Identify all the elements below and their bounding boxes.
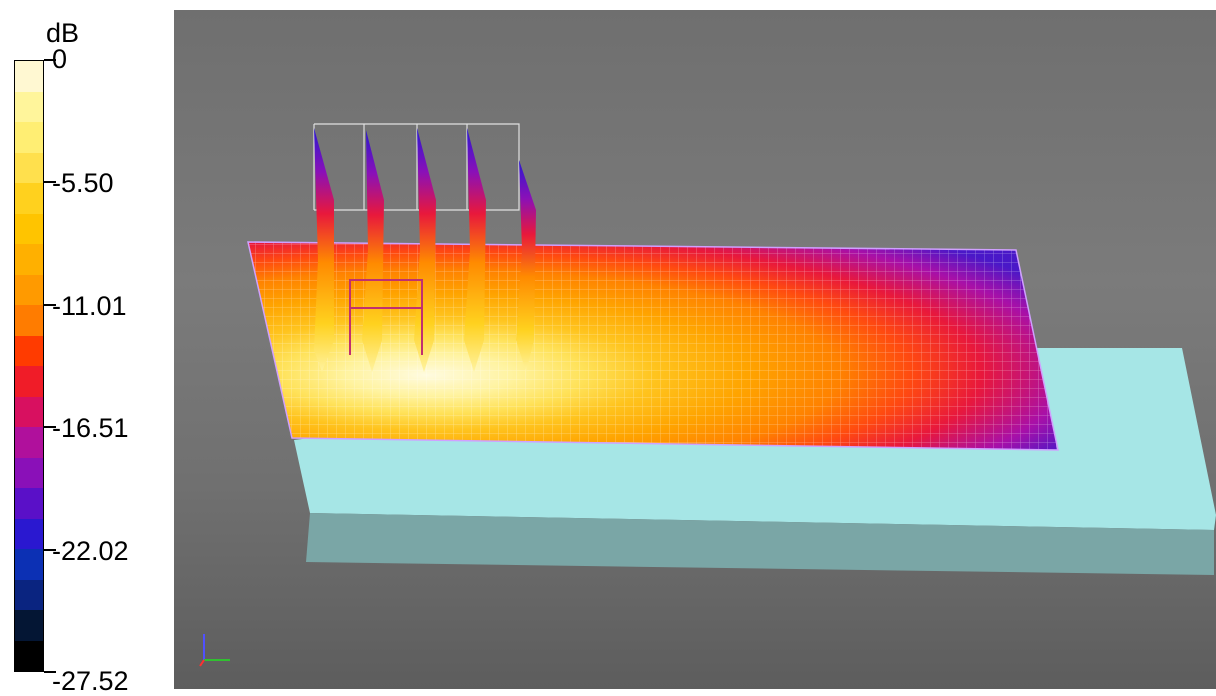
legend-tick-label: -27.52 bbox=[52, 666, 129, 696]
legend-band bbox=[15, 122, 43, 153]
color-scale-bar bbox=[14, 60, 44, 672]
legend-tick bbox=[44, 671, 56, 673]
legend-tick-label: -11.01 bbox=[52, 290, 127, 321]
legend-tick-label: -22.02 bbox=[52, 535, 129, 566]
equipment-outline bbox=[349, 279, 423, 355]
fin-3 bbox=[414, 128, 436, 372]
fin-1 bbox=[314, 128, 334, 372]
legend-tick-label: -5.50 bbox=[52, 168, 114, 199]
legend-tick bbox=[44, 303, 56, 306]
legend-tick-label: -16.51 bbox=[52, 413, 129, 444]
3d-viewport[interactable] bbox=[174, 10, 1216, 689]
legend-band bbox=[15, 488, 43, 519]
legend-band bbox=[15, 305, 43, 336]
legend-unit-label: dB bbox=[46, 18, 80, 48]
legend-tick bbox=[44, 548, 56, 551]
legend-band bbox=[15, 335, 43, 366]
fin-4 bbox=[464, 128, 486, 372]
legend-band bbox=[15, 244, 43, 275]
legend-band bbox=[15, 213, 43, 244]
legend-band bbox=[15, 579, 43, 610]
legend-band bbox=[15, 61, 43, 92]
legend-tick bbox=[44, 59, 56, 61]
legend-band bbox=[15, 274, 43, 305]
legend-tick bbox=[44, 181, 56, 184]
legend-band bbox=[15, 610, 43, 641]
legend-band bbox=[15, 152, 43, 183]
field-scene[interactable] bbox=[174, 10, 1216, 689]
legend-band bbox=[15, 366, 43, 397]
fin-2 bbox=[362, 130, 384, 372]
legend-band bbox=[15, 91, 43, 122]
vertical-fins bbox=[314, 128, 536, 372]
legend-band bbox=[15, 549, 43, 580]
legend-band bbox=[15, 518, 43, 549]
field-plane[interactable] bbox=[247, 241, 1059, 451]
legend-band bbox=[15, 427, 43, 458]
legend-band bbox=[15, 640, 43, 671]
probe-wireframe bbox=[313, 123, 520, 211]
legend-band bbox=[15, 183, 43, 214]
color-legend: dB 0 -5.50 -11.01 -16.51 -22.02 -27.52 bbox=[0, 0, 172, 695]
legend-tick bbox=[44, 426, 56, 429]
legend-band bbox=[15, 457, 43, 488]
legend-tick-label: 0 bbox=[52, 44, 68, 74]
axis-triad-icon bbox=[199, 634, 230, 667]
slab-side bbox=[306, 513, 1214, 575]
fin-5 bbox=[516, 160, 536, 372]
legend-band bbox=[15, 396, 43, 427]
